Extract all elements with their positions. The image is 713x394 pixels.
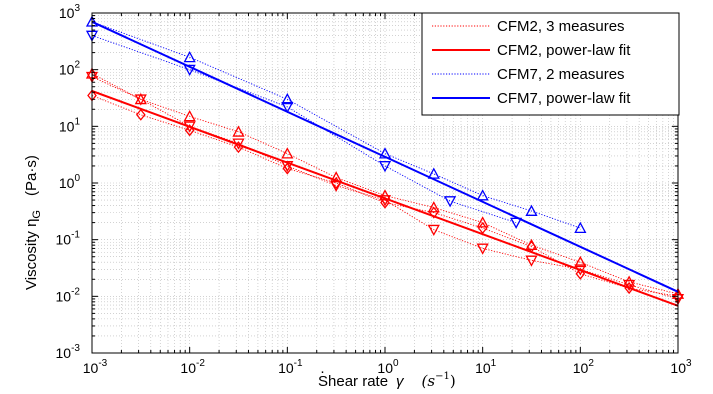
marker-triangle-up (427, 201, 440, 213)
x-tick-label: 100 (377, 358, 399, 376)
measure-line (91, 95, 679, 297)
marker-triangle-down (281, 102, 294, 114)
marker-triangle-up (476, 216, 489, 228)
marker-triangle-up (525, 204, 538, 216)
y-tick-label: 10-1 (56, 230, 81, 248)
legend-label: CFM2, power-law fit (497, 42, 631, 59)
marker-triangle-down (476, 243, 489, 255)
legend-label: CFM7, 2 measures (497, 66, 625, 83)
marker-triangle-up (281, 147, 294, 159)
marker-triangle-down (444, 196, 457, 208)
y-tick-label: 102 (59, 60, 81, 78)
x-tick-label: 10-2 (180, 358, 205, 376)
y-tick-label: 10-3 (56, 343, 81, 361)
marker-triangle-down (510, 217, 523, 229)
marker-diamond (428, 206, 439, 219)
marker-triangle-up (232, 125, 245, 137)
y-tick-label: 10-2 (56, 286, 81, 304)
x-tick-label: 101 (475, 358, 497, 376)
y-tick-label: 103 (59, 3, 81, 21)
marker-triangle-up (183, 50, 196, 63)
marker-diamond (282, 162, 293, 175)
x-axis-title: Shear rate γ (s−1) (318, 371, 456, 390)
marker-triangle-down (134, 94, 147, 106)
series-4 (91, 20, 679, 293)
marker-triangle-up (623, 275, 636, 287)
tick-labels: 10-3 10-2 10-1 100 101 102 103 10-3 10-2 10-1 100 1… (56, 3, 692, 376)
series-layer (85, 15, 685, 307)
marker-diamond (380, 196, 390, 209)
x-tick-label: 102 (573, 358, 595, 376)
y-axis-title: Viscosity ηG(Pa·s) (23, 155, 43, 290)
fit-line (91, 90, 679, 307)
marker-triangle-up (476, 189, 489, 201)
marker-diamond (575, 267, 586, 280)
marker-triangle-down (427, 224, 440, 237)
y-tick-label: 100 (59, 173, 81, 191)
marker-triangle-down (525, 255, 538, 267)
x-tick-label: 10-1 (278, 358, 303, 376)
marker-triangle-down (378, 161, 392, 173)
marker-triangle-up (427, 167, 440, 179)
marker-triangle-up (574, 255, 587, 268)
marker-triangle-down (183, 64, 196, 77)
marker-diamond (477, 222, 488, 235)
series-2 (91, 90, 679, 307)
marker-diamond (135, 108, 146, 121)
measure-line (91, 73, 679, 295)
x-tick-label: 10-3 (83, 358, 108, 376)
x-tick-label: 103 (670, 358, 692, 376)
series-3 (85, 15, 587, 233)
marker-triangle-up (183, 109, 196, 122)
measure-line (91, 21, 581, 229)
legend: CFM2, 3 measures CFM2, power-law fit CFM7,… (421, 12, 680, 116)
legend-label: CFM7, power-law fit (497, 90, 631, 107)
marker-triangle-up (574, 221, 587, 233)
marker-triangle-up (281, 92, 294, 105)
legend-label: CFM2, 3 measures (497, 18, 625, 35)
x-axis-symbol-dot: · (320, 363, 325, 380)
fit-line (91, 20, 679, 293)
y-tick-label: 101 (59, 116, 81, 134)
